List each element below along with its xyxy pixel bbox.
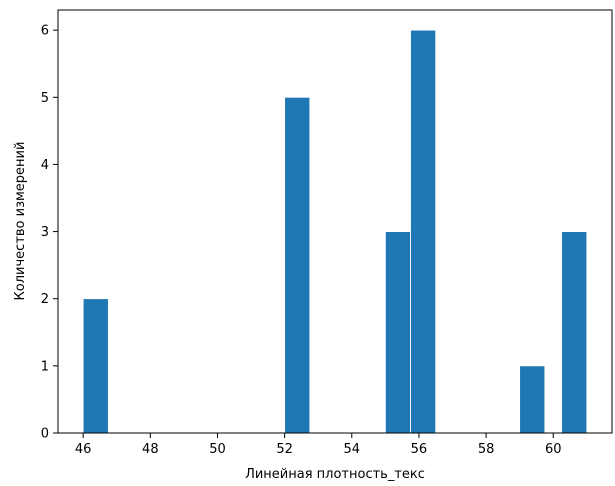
y-tick-label: 5 bbox=[41, 91, 49, 106]
x-tick-label: 50 bbox=[209, 442, 226, 457]
y-tick-label: 0 bbox=[41, 427, 49, 442]
y-axis-ticks: 0 1 2 3 4 5 6 bbox=[41, 24, 58, 442]
y-axis-label: Количество измерений bbox=[13, 142, 28, 301]
histogram-bar bbox=[284, 96, 311, 434]
x-tick-label: 56 bbox=[411, 442, 428, 457]
y-tick-label: 3 bbox=[41, 225, 49, 240]
histogram-bar bbox=[410, 29, 437, 434]
x-tick-label: 52 bbox=[276, 442, 293, 457]
histogram-bar bbox=[82, 298, 109, 434]
plot-frame bbox=[57, 9, 613, 434]
bars bbox=[82, 29, 588, 434]
x-tick-label: 58 bbox=[478, 442, 495, 457]
y-tick-label: 1 bbox=[41, 359, 49, 374]
x-tick-label: 48 bbox=[142, 442, 159, 457]
y-tick-label: 2 bbox=[41, 292, 49, 307]
x-tick-label: 60 bbox=[545, 442, 562, 457]
y-tick-label: 4 bbox=[41, 158, 49, 173]
x-tick-label: 46 bbox=[75, 442, 92, 457]
histogram-bar bbox=[519, 365, 546, 434]
histogram-bar bbox=[561, 231, 588, 434]
x-axis-label: Линейная плотность_текс bbox=[245, 467, 425, 482]
x-tick-label: 54 bbox=[344, 442, 361, 457]
x-axis-ticks: 46 48 50 52 54 56 58 60 bbox=[75, 433, 562, 457]
axes bbox=[57, 9, 613, 434]
histogram-bar bbox=[384, 231, 411, 434]
y-tick-label: 6 bbox=[41, 24, 49, 39]
